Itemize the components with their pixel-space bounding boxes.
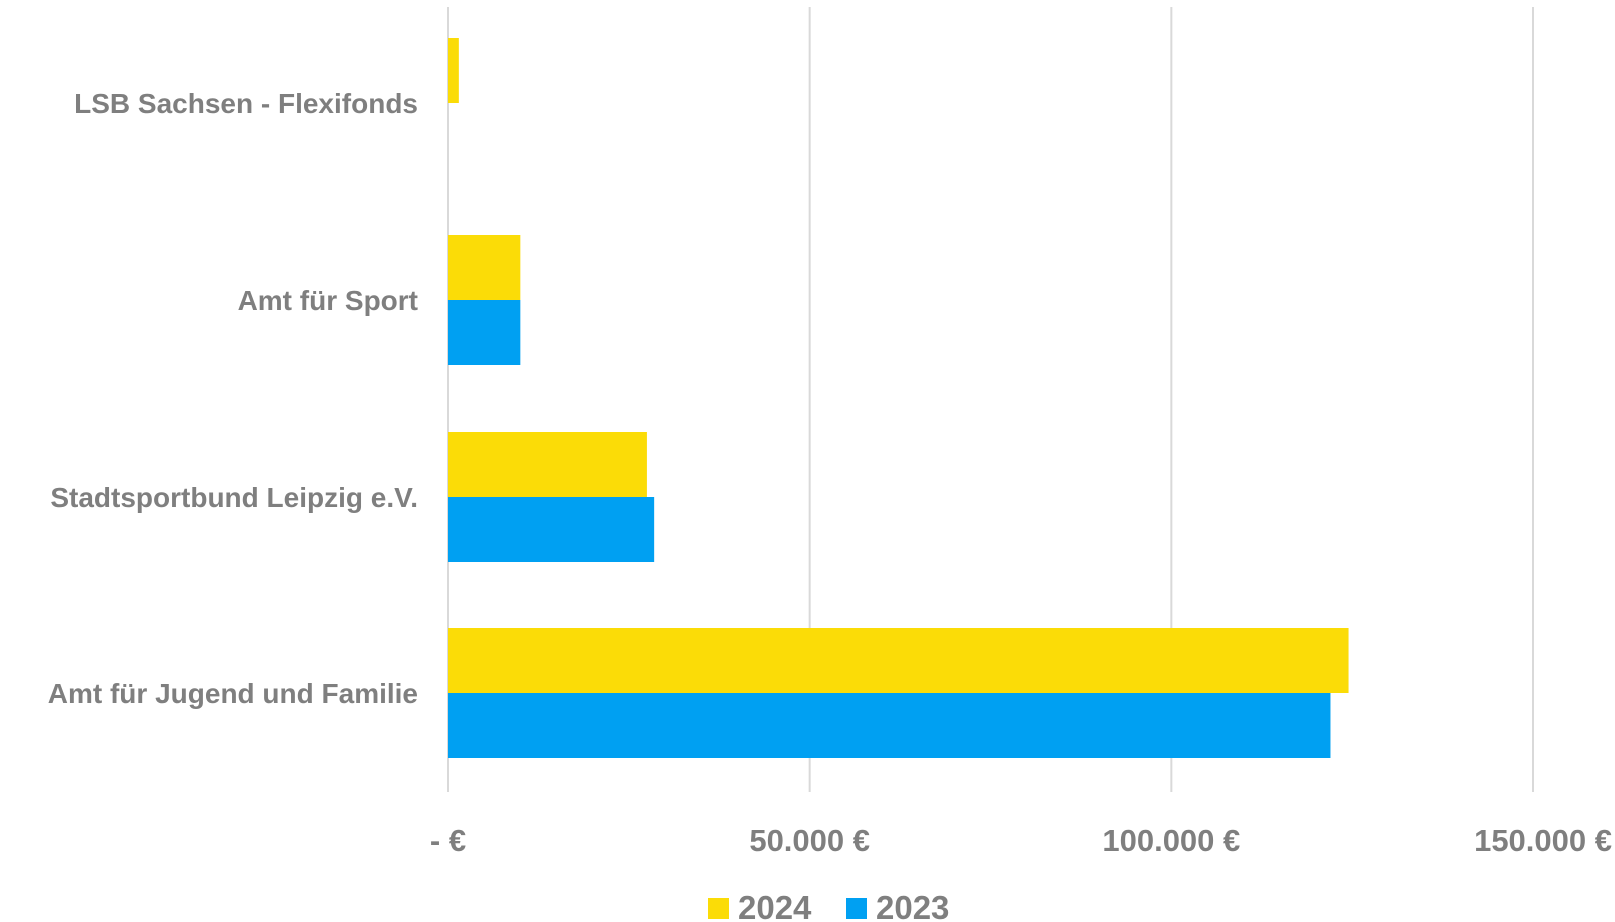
bars (448, 38, 1349, 758)
legend-label-2023: 2023 (876, 889, 949, 922)
bar-2024-3 (448, 628, 1349, 693)
bar-2024-2 (448, 432, 647, 497)
category-label-2: Stadtsportbund Leipzig e.V. (50, 482, 418, 513)
bar-2023-1 (448, 300, 521, 365)
bar-2024-1 (448, 235, 521, 300)
tick-label-2: 100.000 € (1102, 823, 1240, 858)
bar-2024-0 (448, 38, 459, 103)
category-label-1: Amt für Sport (238, 285, 418, 316)
bar-2023-2 (448, 497, 655, 562)
category-label-3: Amt für Jugend und Familie (48, 678, 418, 709)
category-label-0: LSB Sachsen - Flexifonds (74, 88, 418, 119)
legend-label-2024: 2024 (738, 889, 812, 922)
category-labels: LSB Sachsen - Flexifonds Amt für Sport Sta… (48, 88, 418, 709)
tick-labels: - € 50.000 € 100.000 € 150.000 € (430, 823, 1612, 858)
legend: 2024 2023 (708, 889, 949, 922)
legend-swatch-2023 (846, 898, 867, 919)
bar-2023-3 (448, 693, 1331, 758)
legend-swatch-2024 (708, 898, 729, 919)
tick-label-1: 50.000 € (749, 823, 870, 858)
tick-label-3: 150.000 € (1474, 823, 1612, 858)
tick-label-0: - € (430, 823, 466, 858)
